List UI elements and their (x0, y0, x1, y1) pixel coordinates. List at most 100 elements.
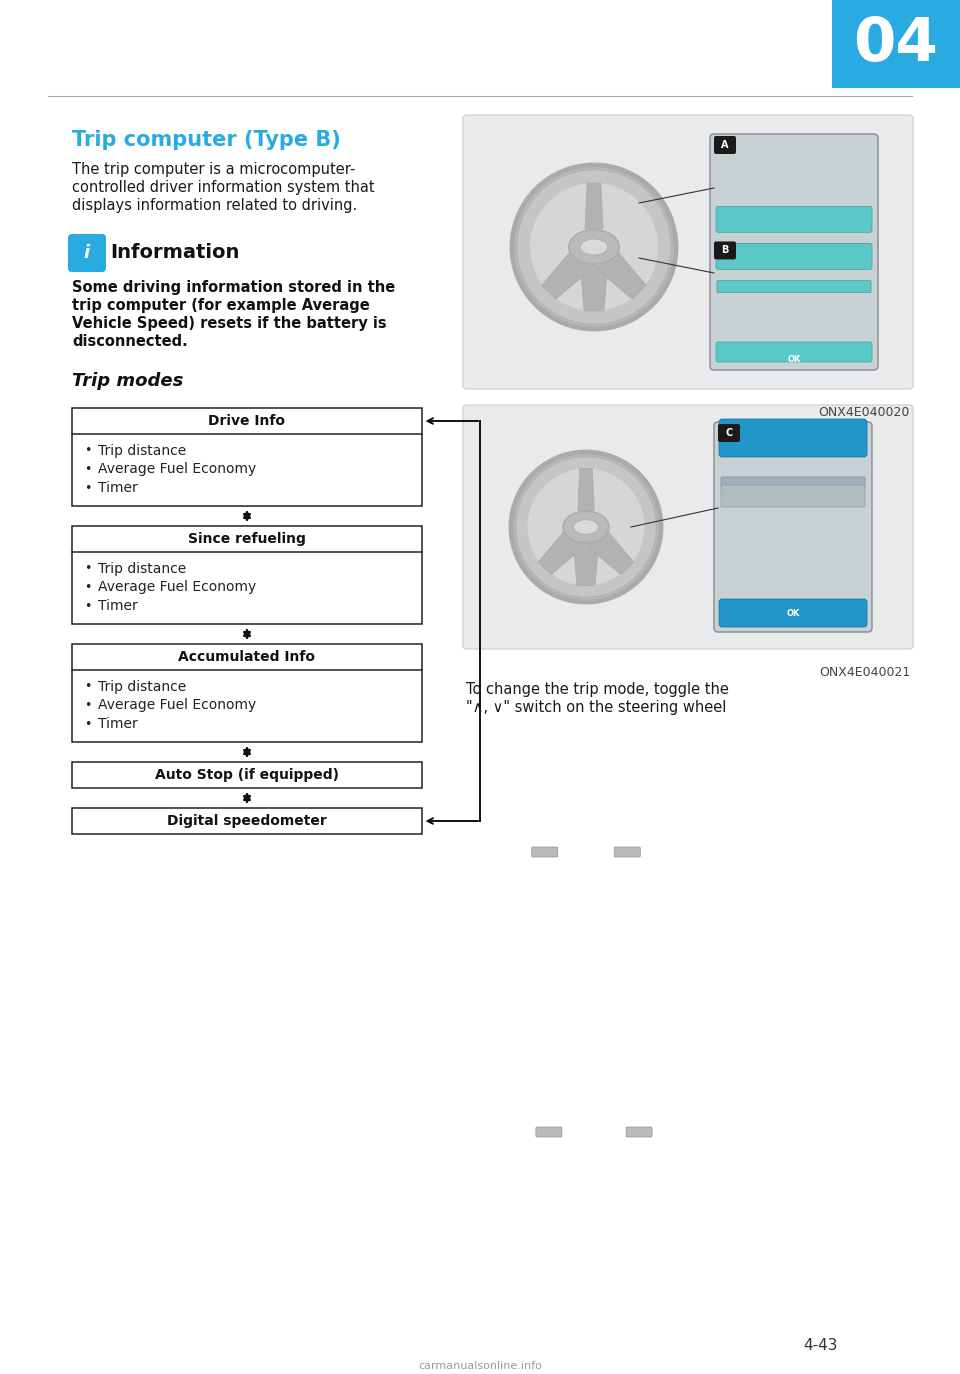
Polygon shape (515, 500, 532, 508)
FancyBboxPatch shape (714, 136, 736, 154)
Polygon shape (639, 548, 656, 558)
Polygon shape (589, 311, 594, 328)
Polygon shape (638, 493, 655, 503)
FancyBboxPatch shape (626, 1127, 652, 1138)
FancyBboxPatch shape (717, 280, 871, 293)
Polygon shape (556, 458, 565, 474)
Text: Trip computer (Type B): Trip computer (Type B) (72, 131, 341, 150)
Polygon shape (548, 460, 560, 477)
Polygon shape (545, 576, 557, 592)
Polygon shape (589, 165, 594, 183)
Polygon shape (632, 480, 647, 493)
Polygon shape (542, 180, 557, 198)
FancyBboxPatch shape (719, 419, 867, 458)
Polygon shape (574, 452, 580, 469)
Polygon shape (578, 469, 594, 511)
Polygon shape (541, 574, 554, 589)
Circle shape (511, 452, 661, 602)
Polygon shape (566, 453, 574, 470)
Polygon shape (540, 294, 554, 311)
Polygon shape (620, 304, 632, 322)
Polygon shape (511, 530, 528, 534)
Polygon shape (546, 298, 559, 316)
Polygon shape (523, 559, 539, 572)
Polygon shape (523, 482, 539, 495)
Polygon shape (654, 217, 672, 227)
Circle shape (512, 165, 676, 328)
Polygon shape (620, 573, 634, 588)
Polygon shape (528, 284, 544, 298)
Polygon shape (658, 243, 676, 247)
Polygon shape (523, 202, 540, 214)
Polygon shape (585, 183, 603, 229)
Polygon shape (521, 206, 539, 218)
Polygon shape (570, 584, 577, 600)
Polygon shape (636, 489, 653, 500)
FancyBboxPatch shape (710, 135, 878, 370)
Polygon shape (553, 302, 565, 320)
Polygon shape (595, 584, 602, 600)
Polygon shape (556, 580, 565, 598)
Polygon shape (601, 455, 610, 471)
Text: The trip computer is a microcomputer-: The trip computer is a microcomputer- (72, 162, 355, 177)
Polygon shape (542, 297, 557, 313)
Polygon shape (519, 554, 536, 565)
Polygon shape (533, 471, 547, 485)
Polygon shape (620, 172, 632, 190)
Polygon shape (620, 466, 634, 481)
Polygon shape (530, 566, 544, 580)
Polygon shape (513, 234, 531, 240)
Bar (72, 526, 422, 624)
FancyBboxPatch shape (463, 115, 913, 389)
Polygon shape (630, 563, 644, 577)
Polygon shape (528, 563, 542, 577)
Polygon shape (516, 548, 533, 558)
Polygon shape (517, 493, 534, 503)
Text: OK: OK (787, 356, 801, 364)
Polygon shape (608, 309, 615, 327)
Polygon shape (632, 180, 646, 198)
Polygon shape (568, 308, 578, 326)
Polygon shape (598, 584, 606, 600)
Polygon shape (655, 264, 673, 272)
Text: •: • (84, 581, 92, 594)
FancyBboxPatch shape (721, 477, 865, 489)
FancyBboxPatch shape (532, 846, 558, 857)
Text: ONX4E040020: ONX4E040020 (819, 405, 910, 419)
Polygon shape (612, 460, 623, 477)
Polygon shape (629, 298, 642, 316)
Polygon shape (644, 519, 660, 523)
Polygon shape (628, 566, 641, 580)
Text: Timer: Timer (98, 717, 137, 731)
Polygon shape (513, 254, 531, 260)
Polygon shape (582, 585, 586, 602)
Polygon shape (601, 165, 607, 184)
Polygon shape (589, 585, 594, 602)
Polygon shape (581, 165, 588, 184)
Polygon shape (517, 213, 536, 224)
Polygon shape (644, 195, 660, 209)
Polygon shape (573, 166, 581, 185)
FancyBboxPatch shape (536, 1127, 562, 1138)
Polygon shape (607, 580, 616, 598)
Polygon shape (513, 539, 530, 547)
Text: A: A (721, 140, 729, 150)
Polygon shape (517, 269, 536, 280)
Polygon shape (525, 480, 540, 493)
Polygon shape (641, 543, 659, 550)
Polygon shape (643, 511, 660, 518)
Polygon shape (597, 311, 603, 328)
Polygon shape (536, 469, 549, 484)
Polygon shape (623, 469, 636, 484)
Text: •: • (84, 699, 92, 712)
FancyBboxPatch shape (716, 243, 872, 269)
Polygon shape (512, 250, 530, 256)
Polygon shape (536, 293, 551, 308)
Polygon shape (586, 165, 590, 183)
Polygon shape (513, 229, 532, 236)
Polygon shape (611, 308, 619, 326)
Polygon shape (513, 507, 530, 515)
Polygon shape (601, 583, 610, 599)
Polygon shape (595, 453, 602, 470)
Polygon shape (625, 569, 639, 583)
